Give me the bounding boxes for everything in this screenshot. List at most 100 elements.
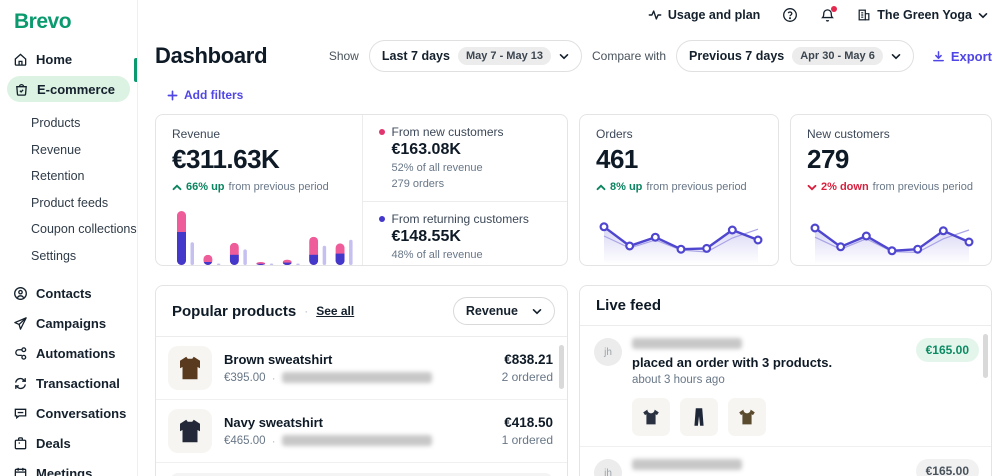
date-controls: Show Last 7 days May 7 - May 13 Compare … [329, 40, 992, 72]
sidebar: Brevo Home E-commerce Products Revenue R… [0, 0, 138, 476]
product-sku-blurred [281, 372, 432, 383]
add-filters-button[interactable]: Add filters [167, 88, 992, 102]
live-feed-list: jh placed an order with 3 products. abou… [580, 326, 991, 476]
home-icon [12, 51, 28, 67]
feed-item[interactable]: jh has 3 products in their shopping cart… [580, 447, 991, 476]
revenue-card: Revenue €311.63K 66% up from previous pe… [155, 114, 568, 266]
new-customers-revenue-label: From new customers [391, 125, 504, 139]
sidebar-item-retention[interactable]: Retention [31, 169, 85, 183]
notification-dot [831, 5, 838, 12]
notifications-button[interactable] [820, 5, 838, 23]
building-icon [857, 8, 871, 22]
sidebar-item-product-feeds[interactable]: Product feeds [31, 195, 109, 210]
sidebar-item-label: Automations [36, 345, 116, 361]
order-amount-badge: €165.00 [915, 338, 979, 362]
orders-delta-text: from previous period [646, 181, 747, 193]
help-icon [782, 7, 798, 23]
orders-value: 461 [596, 144, 638, 174]
main-content: Usage and plan The Green Yoga [138, 0, 1000, 476]
orders-delta: 8% up from previous period [596, 181, 764, 193]
download-icon [932, 50, 945, 63]
avatar: jh [594, 459, 622, 476]
next-product-row-partial [170, 473, 553, 476]
date-range-dropdown[interactable]: Last 7 days May 7 - May 13 [368, 40, 582, 72]
export-label: Export [950, 48, 992, 64]
sidebar-item-coupon-collections[interactable]: Coupon collections [31, 222, 137, 236]
orders-card: Orders 461 8% up from previous period [579, 114, 779, 266]
sidebar-item-label: Deals [36, 435, 71, 451]
product-row[interactable]: Navy sweatshirt €465.00 · €418.50 1 orde… [156, 400, 567, 463]
sidebar-item-settings[interactable]: Settings [31, 248, 77, 263]
feed-item[interactable]: jh placed an order with 3 products. abou… [580, 326, 991, 447]
sidebar-item-label: Conversations [36, 405, 127, 421]
sidebar-item-ecommerce[interactable]: E-commerce [7, 76, 130, 102]
date-range-badge: May 7 - May 13 [457, 47, 551, 65]
avatar: jh [594, 338, 622, 366]
popular-products-list: Brown sweatshirt €395.00 · €838.21 2 ord… [156, 337, 567, 476]
live-feed-card: Live feed jh placed an order with 3 prod… [579, 285, 992, 476]
returning-customers-revenue-share: 48% of all revenue [391, 248, 483, 261]
sidebar-item-products[interactable]: Products [31, 116, 81, 130]
new-customers-delta-value: 2% down [821, 181, 869, 193]
sort-by-dropdown[interactable]: Revenue [452, 297, 555, 325]
sidebar-item-label: E-commerce [37, 81, 116, 97]
new-customers-revenue-share: 52% of all revenue [391, 162, 483, 174]
date-range-value: Last 7 days [381, 49, 450, 63]
product-name: Navy sweatshirt [224, 414, 323, 430]
popular-products-header: Popular products · See all Revenue [156, 286, 567, 337]
new-customers-revenue-block: From new customers €163.08K 52% of all r… [362, 115, 567, 202]
product-revenue: €838.21 [504, 352, 553, 367]
sidebar-item-label: Meetings [36, 465, 93, 476]
sidebar-item-home[interactable]: Home [0, 44, 137, 74]
plus-icon [167, 90, 178, 101]
see-all-link[interactable]: See all [316, 304, 355, 318]
dot-separator: · [304, 304, 309, 318]
product-revenue: €418.50 [504, 415, 553, 430]
briefcase-icon [12, 435, 28, 451]
bell-icon [820, 8, 835, 23]
returning-customers-revenue-label: From returning customers [391, 211, 529, 226]
live-feed-header: Live feed [580, 286, 991, 326]
bottom-row: Popular products · See all Revenue [155, 285, 992, 476]
orders-title: Orders [596, 127, 633, 141]
sidebar-item-conversations[interactable]: Conversations [0, 398, 137, 428]
popular-products-card: Popular products · See all Revenue [155, 285, 568, 476]
sidebar-item-meetings[interactable]: Meetings [0, 458, 137, 476]
revenue-delta-value: 66% up [186, 181, 225, 193]
sidebar-item-automations[interactable]: Automations [0, 338, 137, 368]
help-button[interactable] [782, 7, 798, 23]
active-page-indicator [134, 58, 137, 82]
sidebar-item-label: Transactional [36, 375, 120, 391]
sidebar-item-campaigns[interactable]: Campaigns [0, 308, 137, 338]
sidebar-item-deals[interactable]: Deals [0, 428, 137, 458]
sidebar-item-revenue[interactable]: Revenue [31, 142, 82, 157]
usage-and-plan-button[interactable]: Usage and plan [648, 8, 760, 22]
product-image-olive-tshirt [728, 398, 766, 436]
compare-range-value: Previous 7 days [689, 49, 785, 63]
caret-up-icon [172, 184, 182, 191]
new-customers-orders: 279 orders [391, 177, 445, 190]
repeat-icon [12, 375, 28, 391]
export-button[interactable]: Export [932, 49, 992, 64]
sidebar-item-contacts[interactable]: Contacts [0, 278, 137, 308]
scrollbar-thumb[interactable] [983, 334, 988, 378]
product-row[interactable]: Brown sweatshirt €395.00 · €838.21 2 ord… [156, 337, 567, 400]
shopping-bag-icon [13, 81, 29, 97]
sidebar-item-transactional[interactable]: Transactional [0, 368, 137, 398]
sidebar-item-label: Home [36, 51, 73, 67]
popular-products-title: Popular products [172, 302, 297, 320]
caret-up-icon [596, 184, 606, 191]
org-name: The Green Yoga [877, 8, 972, 22]
org-switcher[interactable]: The Green Yoga [857, 8, 988, 22]
scrollbar-thumb[interactable] [559, 345, 564, 389]
show-label: Show [328, 49, 359, 63]
chevron-down-icon [559, 53, 569, 60]
automation-icon [12, 345, 28, 361]
product-price: €395.00 [224, 371, 266, 384]
compare-range-dropdown[interactable]: Previous 7 days Apr 30 - May 6 [676, 40, 914, 72]
add-filters-label: Add filters [184, 88, 244, 102]
feed-timestamp: about 3 hours ago [632, 374, 725, 386]
product-image-navy-tshirt [632, 398, 670, 436]
cart-amount-badge: €165.00 [915, 459, 979, 476]
